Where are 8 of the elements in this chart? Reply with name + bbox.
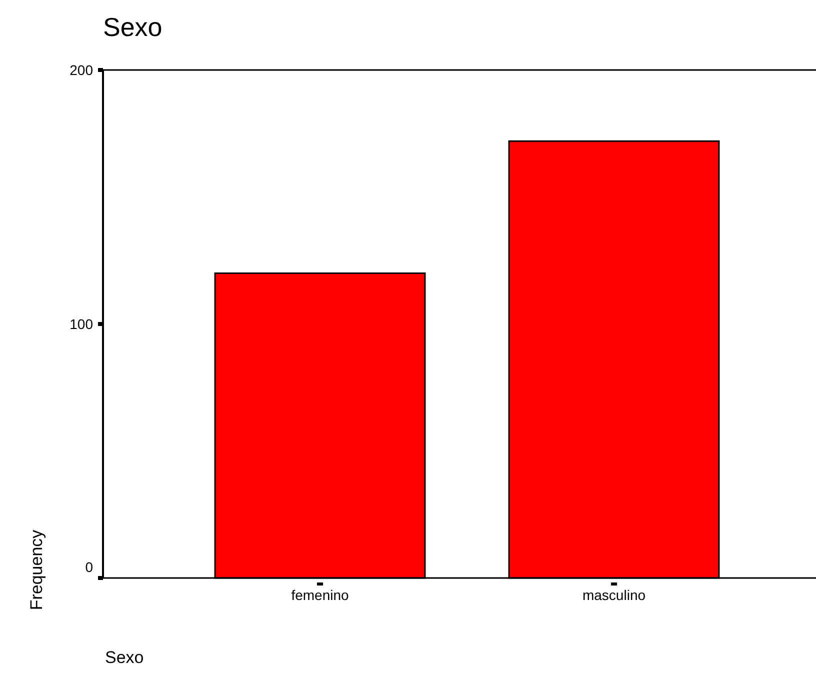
y-tick-label: 0 <box>85 559 94 575</box>
x-axis-title: Sexo <box>105 648 144 667</box>
y-axis-title: Frequency <box>27 529 46 610</box>
chart-title: Sexo <box>103 12 162 42</box>
x-tick-label: femenino <box>291 587 350 603</box>
y-tick-label: 200 <box>70 62 94 78</box>
y-tick-label: 100 <box>70 316 94 332</box>
x-tick-label: masculino <box>582 587 646 603</box>
